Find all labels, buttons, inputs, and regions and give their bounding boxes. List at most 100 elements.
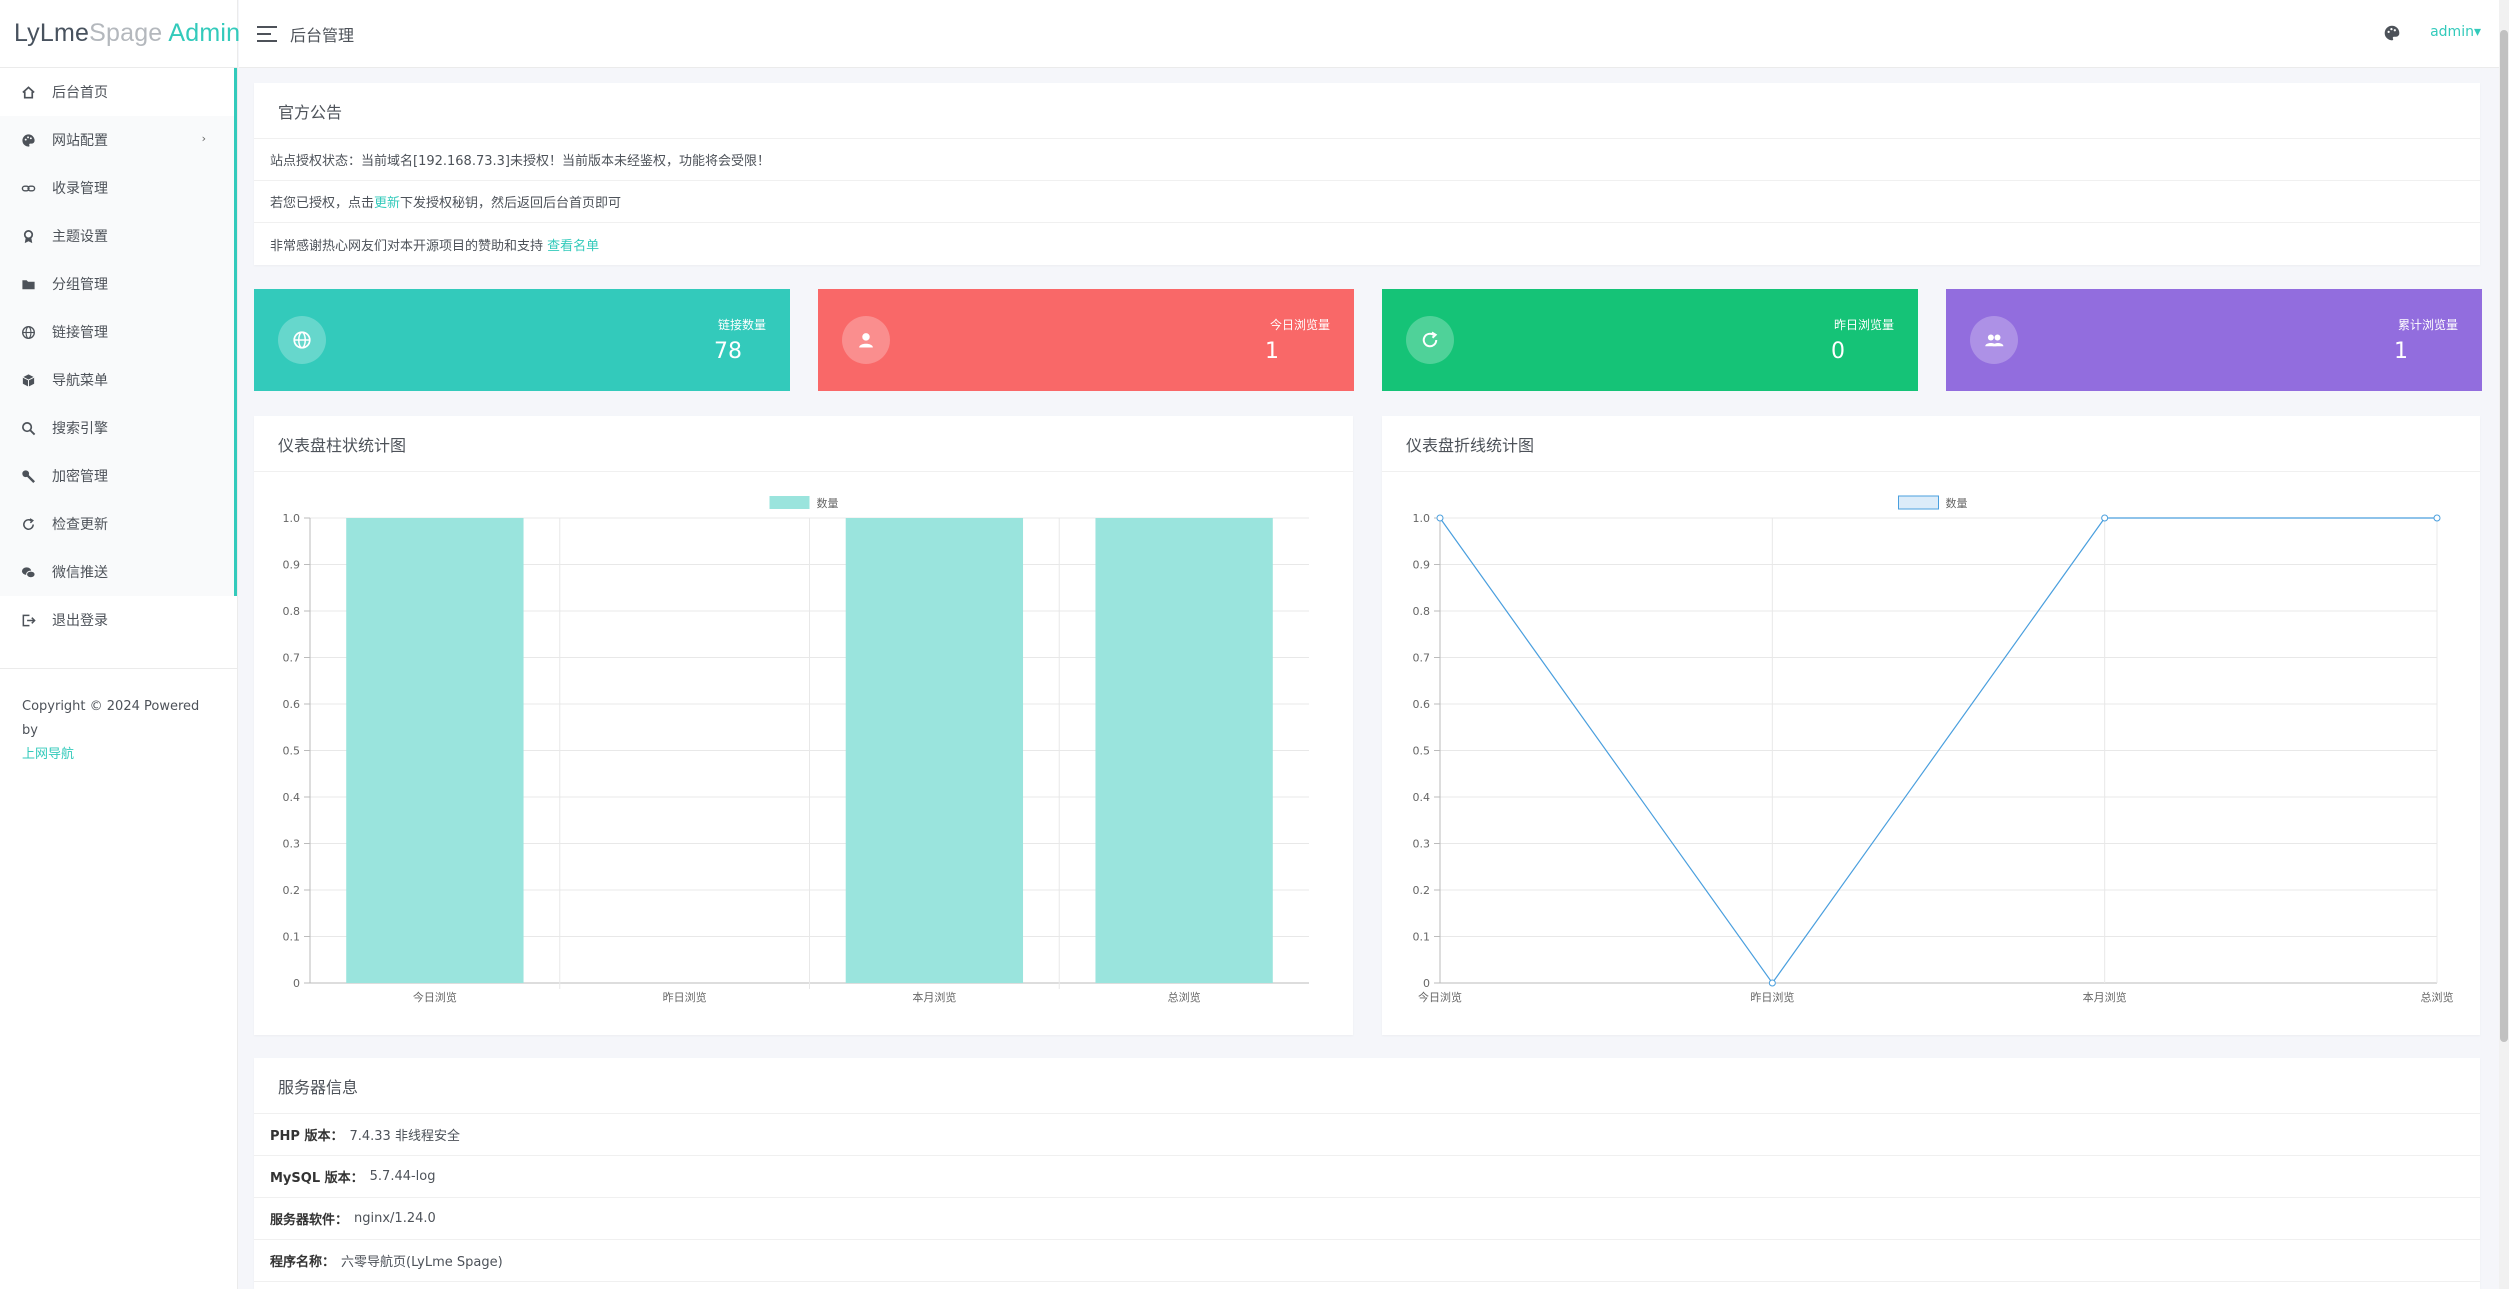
globe-icon [20,324,36,340]
bar-chart: 数量 0 0.1 0.2 0.3 0.4 0.5 0.6 0.7 0.8 0.9 1.0 今日浏览 昨日浏… [283,496,1309,1004]
bar-chart-title: 仪表盘柱状统计图 [254,416,1353,472]
page-scrollbar[interactable] [2499,0,2509,1289]
stat-label: 累计浏览量 [2397,318,2458,332]
sidebar-item-label: 导航菜单 [52,373,108,389]
link-icon [20,180,36,196]
logo-part-lylme: LyLme [14,19,90,47]
sidebar-item-label: 加密管理 [52,469,108,485]
sidebar-item-label: 分组管理 [52,277,108,293]
info-key: PHP 版本： [270,1129,344,1144]
y-tick-label: 0.8 [283,605,301,618]
notice-line-thanks: 非常感谢热心网友们对本开源项目的赞助和支持 查看名单 [254,223,2480,265]
y-tick-label: 0.8 [1413,605,1431,618]
chevron-right-icon: › [201,132,206,145]
sidebar-item-search-engine[interactable]: 搜索引擎 [0,404,237,452]
y-tick-label: 0.7 [283,652,301,665]
info-key: 服务器软件： [270,1213,349,1228]
line-chart-title: 仪表盘折线统计图 [1382,416,2480,472]
username: admin [2430,24,2474,40]
stat-value: 1 [2394,339,2408,364]
x-tick-label: 本月浏览 [2083,990,2127,1004]
bar [845,518,1024,983]
info-row-program-name: 程序名称： 六零导航页(LyLme Spage) [254,1240,2480,1282]
legend-label: 数量 [817,497,839,510]
sidebar-item-encryption[interactable]: 加密管理 [0,452,237,500]
sidebar-item-label: 搜索引擎 [52,421,108,437]
data-point [1768,979,1776,987]
info-value: 5.7.44-log [369,1169,436,1184]
sidebar-item-label: 收录管理 [52,181,108,197]
sponsor-list-link[interactable]: 查看名单 [547,238,600,254]
x-tick-label: 今日浏览 [413,990,457,1004]
info-key: MySQL 版本： [270,1171,364,1186]
stat-tile-links: 链接数量 78 [254,289,790,391]
sidebar-item-groups[interactable]: 分组管理 [0,260,237,308]
sidebar-item-site-config[interactable]: 网站配置 › [0,116,237,164]
chart-legend: 数量 [769,496,839,510]
x-tick-label: 总浏览 [2421,990,2454,1004]
user-menu[interactable]: admin▾ [2430,24,2481,40]
server-info-card: 服务器信息 PHP 版本： 7.4.33 非线程安全 MySQL 版本： 5.7… [254,1058,2480,1289]
y-tick-label: 0.9 [283,559,301,572]
sidebar-item-wechat-push[interactable]: 微信推送 [0,548,237,596]
copyright-text: Copyright © 2024 Powered by [22,699,200,738]
copyright-link[interactable]: 上网导航 [22,747,75,762]
stat-value: 1 [1265,339,1279,364]
info-row-mysql: MySQL 版本： 5.7.44-log [254,1156,2480,1198]
x-tick-label: 本月浏览 [912,990,956,1004]
sidebar-item-links[interactable]: 链接管理 [0,308,237,356]
server-info-title: 服务器信息 [254,1058,2480,1114]
x-tick-label: 昨日浏览 [1750,990,1794,1004]
search-icon [20,420,36,436]
x-tick-label: 昨日浏览 [663,990,707,1004]
y-tick-label: 1.0 [1413,512,1431,525]
sidebar-item-label: 检查更新 [52,517,108,533]
wechat-icon [20,564,36,580]
sidebar-item-logout[interactable]: 退出登录 [0,596,237,644]
stat-label: 链接数量 [717,318,766,332]
home-icon [20,84,36,100]
logo-part-admin: Admin [168,19,241,47]
logo-part-spage: Spage [89,19,163,47]
bar [346,518,524,983]
info-value: 7.4.33 非线程安全 [349,1129,460,1144]
sidebar-item-nav-menu[interactable]: 导航菜单 [0,356,237,404]
legend-swatch [1898,495,1939,510]
sidebar-item-label: 网站配置 [52,133,108,149]
y-tick-label: 0.4 [1413,791,1431,804]
menu-toggle-icon[interactable] [257,25,277,42]
chart-legend: 数量 [1898,495,1968,510]
data-point [2433,514,2441,522]
sidebar-item-submissions[interactable]: 收录管理 [0,164,237,212]
wrench-icon [20,468,36,484]
sidebar-item-label: 链接管理 [52,325,108,341]
y-tick-label: 0.3 [283,838,301,851]
sidebar-item-label: 主题设置 [52,229,108,245]
legend-swatch [769,496,810,509]
y-tick-label: 0 [293,977,300,990]
y-tick-label: 0.1 [1413,931,1431,944]
page-title: 后台管理 [290,25,355,45]
palette-icon[interactable] [2383,24,2401,42]
stat-value: 78 [714,339,742,364]
globe-icon [278,316,326,364]
refresh-icon [20,516,36,532]
sidebar-item-theme[interactable]: 主题设置 [0,212,237,260]
chevron-down-icon: ▾ [2473,24,2481,40]
app-logo[interactable]: LyLme Spage Admin [0,0,241,68]
info-key: 程序名称： [270,1255,336,1270]
y-tick-label: 0.2 [1413,884,1431,897]
sidebar-copyright: Copyright © 2024 Powered by 上网导航 [0,668,237,793]
scrollbar-thumb[interactable] [2500,30,2508,1042]
y-tick-label: 0.5 [283,745,301,758]
info-value: nginx/1.24.0 [354,1211,436,1226]
line-chart-card: 仪表盘折线统计图 数量 0 0.1 0.2 0.3 0.4 0.5 0.6 0.7 0.8 0.9 1… [1382,416,2480,1035]
update-link[interactable]: 更新 [374,196,401,211]
y-tick-label: 0.2 [283,884,301,897]
sidebar-item-home[interactable]: 后台首页 [0,68,237,116]
x-tick-label: 总浏览 [1168,990,1201,1004]
sidebar-item-label: 退出登录 [52,613,108,629]
sidebar-item-label: 后台首页 [52,85,108,101]
sidebar-item-check-update[interactable]: 检查更新 [0,500,237,548]
notice-card: 官方公告 站点授权状态：当前域名[192.168.73.3]未授权！当前版本未经… [254,83,2480,265]
